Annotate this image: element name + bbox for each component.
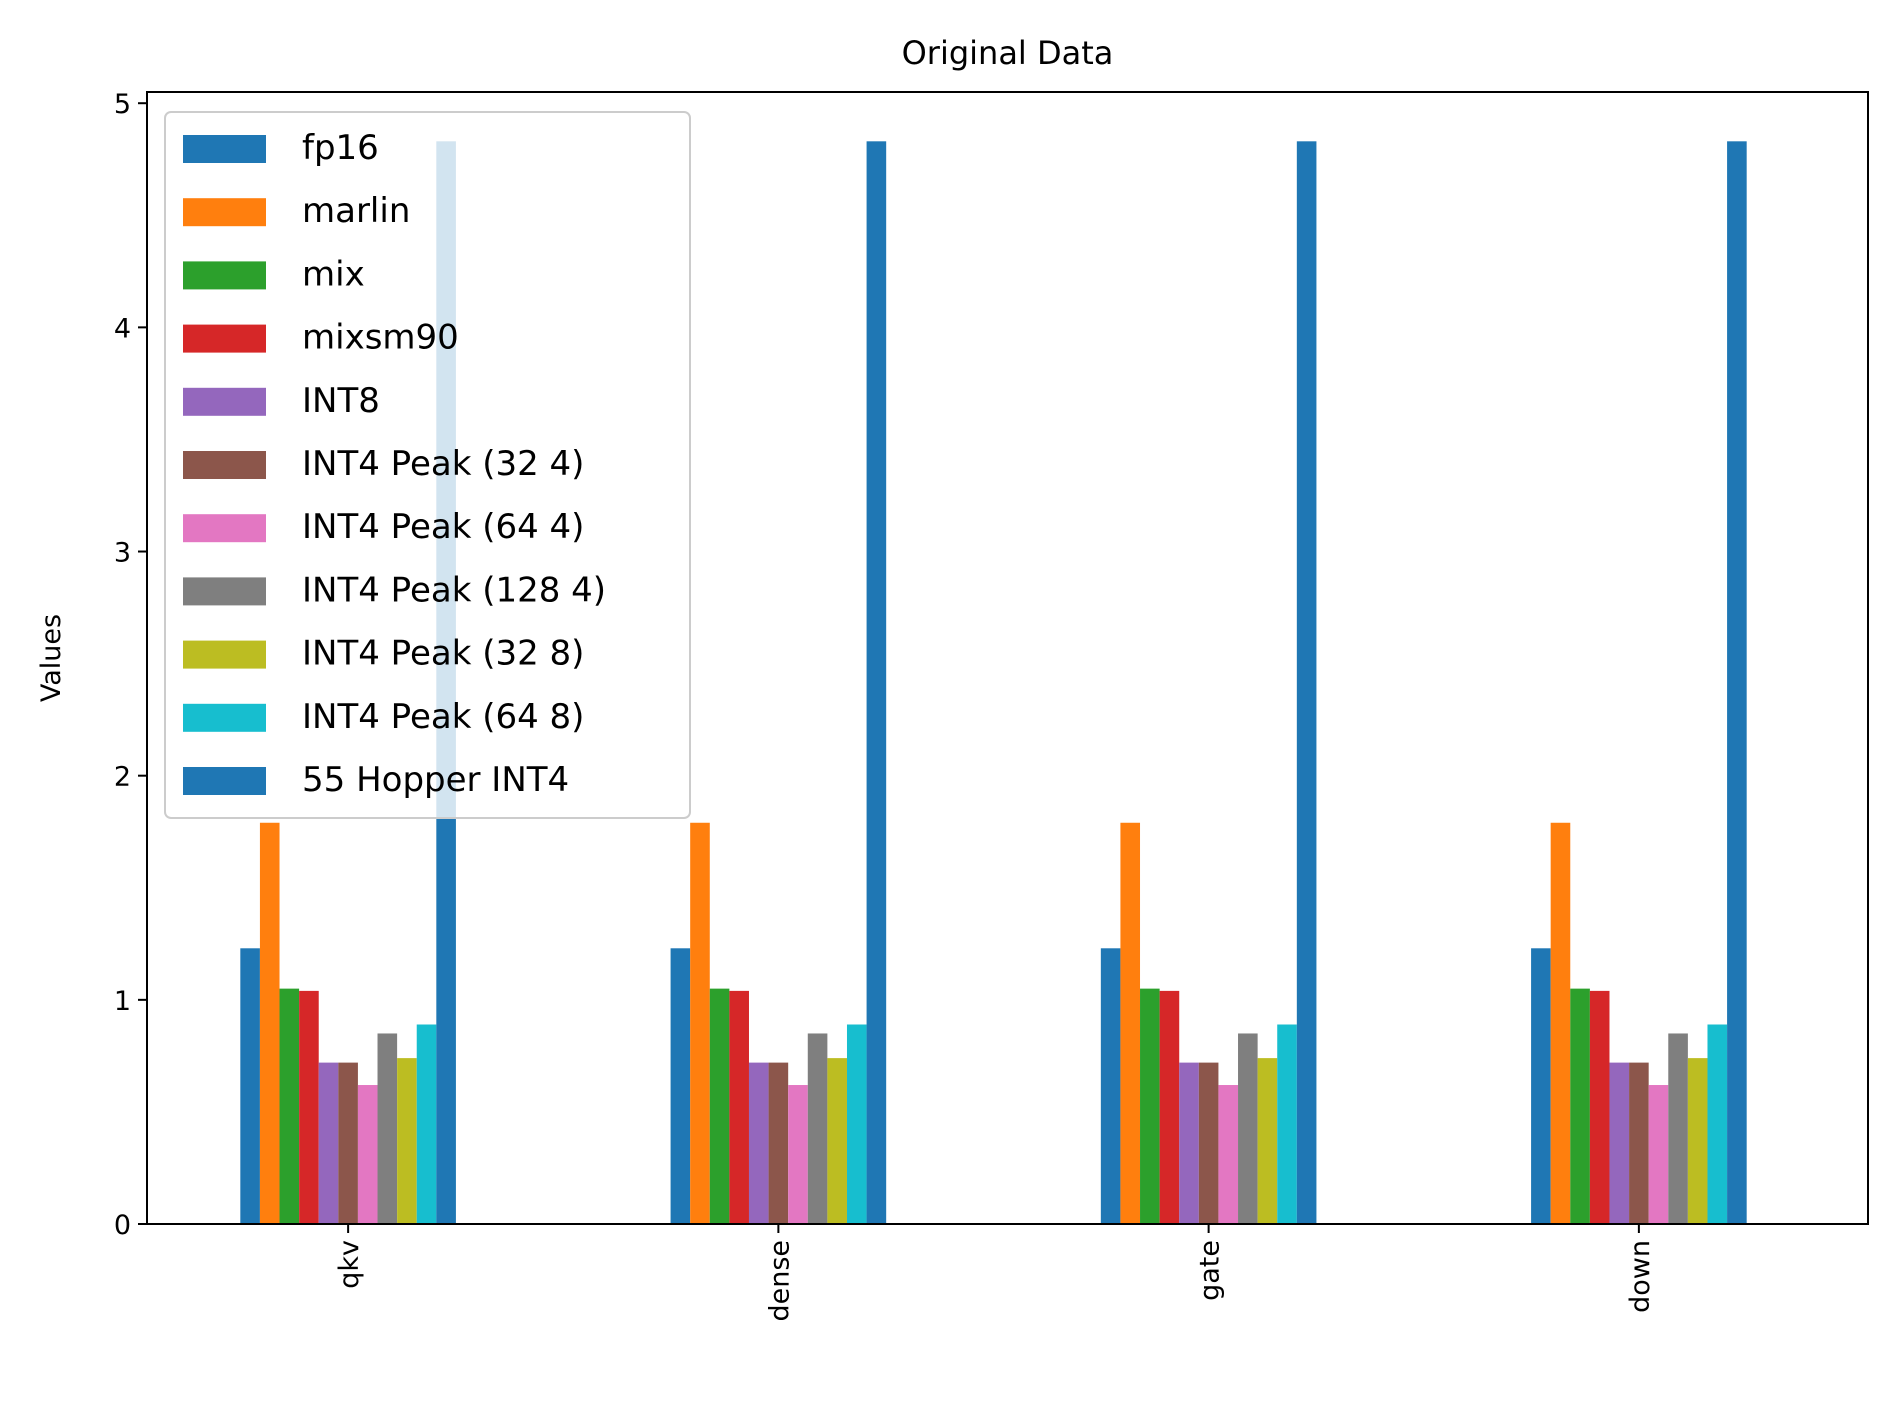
x-tick-label-gate: gate [1195,1240,1226,1301]
legend-label-0: fp16 [302,128,379,168]
bar-gate-8 [1257,1058,1278,1224]
legend-label-10: 55 Hopper INT4 [302,760,569,800]
bar-gate-6 [1218,1085,1239,1224]
y-tick-label-4: 4 [114,313,131,344]
bar-dense-6 [788,1085,808,1224]
y-tick-label-0: 0 [114,1210,131,1241]
bar-qkv-7 [377,1033,398,1224]
bar-dense-5 [768,1062,789,1224]
bar-dense-10 [866,141,887,1224]
legend-swatch-8 [183,640,266,669]
legend-swatch-5 [183,451,266,479]
y-axis-label: Values [36,614,67,702]
bar-gate-10 [1296,141,1317,1224]
bar-down-6 [1648,1085,1669,1224]
bar-dense-1 [690,822,710,1224]
bar-gate-3 [1159,990,1180,1224]
y-axis: 0 1 2 3 4 5 [114,89,147,1241]
bar-gate-7 [1238,1033,1258,1224]
bar-dense-7 [807,1033,828,1224]
bar-qkv-1 [259,822,280,1224]
bar-down-5 [1629,1062,1649,1224]
x-tick-label-down: down [1625,1240,1656,1313]
legend-label-9: INT4 Peak (64 8) [302,697,584,737]
bar-qkv-3 [299,990,319,1224]
bar-dense-8 [827,1058,847,1224]
bar-down-1 [1550,822,1571,1224]
legend-label-1: marlin [302,191,410,231]
bar-down-8 [1687,1058,1708,1224]
legend-label-4: INT8 [302,381,380,421]
legend-label-2: mix [302,254,365,294]
legend-label-5: INT4 Peak (32 4) [302,444,584,484]
legend-swatch-4 [183,387,266,416]
legend-swatch-7 [183,577,266,606]
bar-down-0 [1531,948,1551,1224]
legend: fp16 marlin mix mixsm90 INT8 INT4 Peak (32 4)… [164,111,691,819]
bar-gate-4 [1179,1062,1199,1224]
bar-gate-0 [1100,948,1121,1224]
bar-down-10 [1727,141,1747,1224]
bar-qkv-0 [240,948,260,1224]
bar-qkv-2 [279,988,300,1224]
legend-swatch-6 [183,514,266,543]
bar-qkv-8 [397,1058,417,1224]
y-tick-label-3: 3 [114,538,131,569]
bar-dense-9 [846,1024,867,1224]
bar-gate-9 [1277,1024,1297,1224]
bar-qkv-6 [357,1085,378,1224]
legend-label-3: mixsm90 [302,318,459,358]
x-tick-label-dense: dense [764,1240,795,1322]
legend-swatch-2 [183,261,266,290]
x-axis: qkv dense gate down [334,1224,1656,1322]
bar-dense-0 [670,948,691,1224]
bar-qkv-9 [416,1024,437,1224]
bar-gate-2 [1140,988,1160,1224]
bar-down-2 [1570,988,1590,1224]
chart-title: Original Data [902,34,1114,72]
bar-qkv-5 [338,1062,358,1224]
bar-down-3 [1589,990,1610,1224]
y-tick-label-1: 1 [114,986,131,1017]
legend-swatch-0 [183,135,266,163]
bar-down-9 [1707,1024,1728,1224]
legend-swatch-9 [183,703,266,732]
legend-swatch-10 [183,767,266,795]
bar-qkv-4 [318,1062,339,1224]
bar-dense-3 [729,990,749,1224]
legend-label-6: INT4 Peak (64 4) [302,507,584,547]
plot-frame [146,91,1869,1225]
bar-dense-2 [709,988,730,1224]
y-tick-label-5: 5 [114,89,131,120]
x-tick-label-qkv: qkv [334,1240,365,1289]
legend-label-7: INT4 Peak (128 4) [302,570,606,610]
y-tick-label-2: 2 [114,762,131,793]
bar-down-7 [1668,1033,1688,1224]
bar-gate-5 [1198,1062,1219,1224]
bar-gate-1 [1120,822,1141,1224]
bar-down-4 [1609,1062,1630,1224]
legend-swatch-1 [183,198,266,227]
bars-group [240,141,1747,1224]
legend-swatch-3 [183,324,266,353]
legend-label-8: INT4 Peak (32 8) [302,634,584,674]
legend-box [164,111,691,819]
bar-dense-4 [748,1062,769,1224]
